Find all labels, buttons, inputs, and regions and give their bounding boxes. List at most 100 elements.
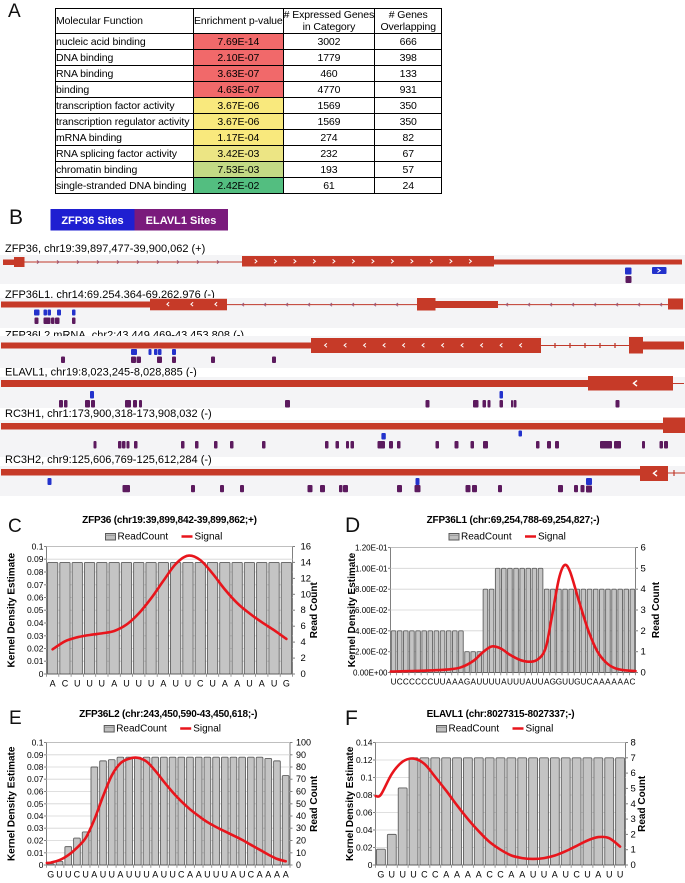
svg-text:Kernel Density Estimate: Kernel Density Estimate: [347, 552, 358, 667]
svg-text:U: U: [148, 679, 155, 689]
svg-text:C: C: [629, 678, 635, 687]
svg-text:30: 30: [296, 823, 306, 833]
svg-text:C: C: [486, 870, 493, 880]
svg-text:A: A: [452, 678, 458, 687]
svg-text:U: U: [391, 678, 397, 687]
svg-text:C: C: [74, 870, 81, 880]
svg-text:A: A: [617, 678, 623, 687]
svg-text:0.02: 0.02: [356, 843, 373, 853]
svg-text:U: U: [562, 678, 568, 687]
svg-text:0: 0: [368, 860, 373, 870]
svg-text:U: U: [507, 678, 513, 687]
svg-text:U: U: [143, 870, 150, 880]
svg-text:C: C: [62, 679, 69, 689]
svg-text:A: A: [443, 870, 449, 880]
svg-text:0.08: 0.08: [27, 762, 44, 772]
svg-text:U: U: [440, 678, 446, 687]
svg-text:U: U: [584, 870, 591, 880]
svg-text:ReadCount: ReadCount: [461, 532, 512, 543]
svg-text:7: 7: [631, 753, 636, 764]
svg-text:Read Count: Read Count: [309, 775, 320, 832]
svg-text:A: A: [470, 678, 476, 687]
svg-text:0.05: 0.05: [27, 605, 44, 615]
svg-text:0: 0: [301, 669, 306, 680]
svg-text:U: U: [606, 870, 613, 880]
svg-text:3: 3: [641, 605, 646, 616]
svg-text:A: A: [234, 679, 240, 689]
svg-text:0.08: 0.08: [27, 567, 44, 577]
svg-text:A: A: [265, 870, 271, 880]
svg-text:G: G: [550, 678, 556, 687]
svg-text:A: A: [605, 678, 611, 687]
svg-text:ReadCount: ReadCount: [116, 724, 167, 735]
svg-text:U: U: [172, 679, 179, 689]
svg-text:A: A: [446, 678, 452, 687]
svg-text:2: 2: [641, 626, 646, 637]
svg-text:ZFP36 Sites: ZFP36 Sites: [61, 215, 123, 227]
svg-text:0.09: 0.09: [27, 554, 44, 564]
svg-text:C: C: [497, 870, 504, 880]
svg-text:C: C: [403, 678, 409, 687]
svg-text:0.05: 0.05: [27, 799, 44, 809]
svg-text:0.04: 0.04: [356, 825, 373, 835]
svg-text:RC3H1, chr1:173,900,318-173,90: RC3H1, chr1:173,900,318-173,908,032 (-): [5, 408, 212, 420]
svg-text:Read Count: Read Count: [637, 775, 648, 832]
svg-text:4.00E-02: 4.00E-02: [355, 627, 388, 636]
svg-text:ZFP36, chr19:39,897,477-39,900: ZFP36, chr19:39,897,477-39,900,062 (+): [5, 243, 205, 255]
svg-text:ZFP36L2 (chr:243,450,590-43,45: ZFP36L2 (chr:243,450,590-43,450,618;-): [79, 709, 257, 720]
svg-text:6.00E-02: 6.00E-02: [355, 606, 388, 615]
svg-text:0: 0: [631, 860, 636, 871]
svg-text:6: 6: [631, 768, 636, 779]
svg-text:0.08: 0.08: [356, 790, 373, 800]
svg-text:A: A: [50, 679, 56, 689]
svg-text:A: A: [501, 678, 507, 687]
svg-text:U: U: [433, 678, 439, 687]
svg-text:C: C: [573, 870, 580, 880]
svg-text:0.03: 0.03: [27, 823, 44, 833]
svg-text:0.04: 0.04: [27, 618, 44, 628]
svg-text:U: U: [204, 870, 211, 880]
svg-text:A: A: [476, 870, 482, 880]
svg-text:A: A: [595, 870, 601, 880]
svg-text:U: U: [169, 870, 176, 880]
svg-text:A: A: [196, 870, 202, 880]
svg-text:C: C: [421, 870, 428, 880]
svg-text:20: 20: [296, 836, 306, 846]
svg-text:ReadCount: ReadCount: [449, 724, 500, 735]
svg-text:A: A: [152, 870, 158, 880]
svg-text:A: A: [283, 870, 289, 880]
svg-text:U: U: [513, 678, 519, 687]
svg-text:0.06: 0.06: [27, 593, 44, 603]
svg-text:90: 90: [296, 750, 306, 760]
svg-text:0.14: 0.14: [356, 738, 373, 748]
svg-text:8: 8: [301, 605, 306, 616]
svg-text:0.1: 0.1: [32, 738, 44, 748]
svg-text:1.00E-01: 1.00E-01: [355, 564, 388, 573]
svg-text:ZFP36 (chr19:39,899,842-39,899: ZFP36 (chr19:39,899,842-39,899,862;+): [82, 515, 257, 526]
svg-text:A: A: [274, 870, 280, 880]
svg-text:U: U: [239, 870, 246, 880]
svg-text:4: 4: [641, 584, 646, 595]
svg-text:0: 0: [39, 669, 44, 679]
svg-text:C: C: [415, 678, 421, 687]
svg-text:U: U: [74, 679, 81, 689]
svg-text:C: C: [409, 678, 415, 687]
svg-text:A: A: [599, 678, 605, 687]
svg-text:0.04: 0.04: [27, 811, 44, 821]
svg-text:A: A: [230, 870, 236, 880]
svg-text:C: C: [248, 870, 255, 880]
svg-text:Signal: Signal: [193, 724, 221, 735]
svg-text:A: A: [259, 679, 265, 689]
svg-text:A: A: [458, 678, 464, 687]
svg-text:U: U: [185, 679, 192, 689]
svg-text:U: U: [568, 678, 574, 687]
svg-text:U: U: [541, 870, 548, 880]
svg-text:U: U: [271, 679, 278, 689]
svg-text:A: A: [611, 678, 617, 687]
svg-text:U: U: [136, 679, 143, 689]
svg-text:G: G: [47, 870, 54, 880]
svg-text:C: C: [178, 870, 185, 880]
svg-text:A: A: [552, 870, 558, 880]
svg-text:U: U: [562, 870, 569, 880]
svg-text:A: A: [508, 870, 514, 880]
